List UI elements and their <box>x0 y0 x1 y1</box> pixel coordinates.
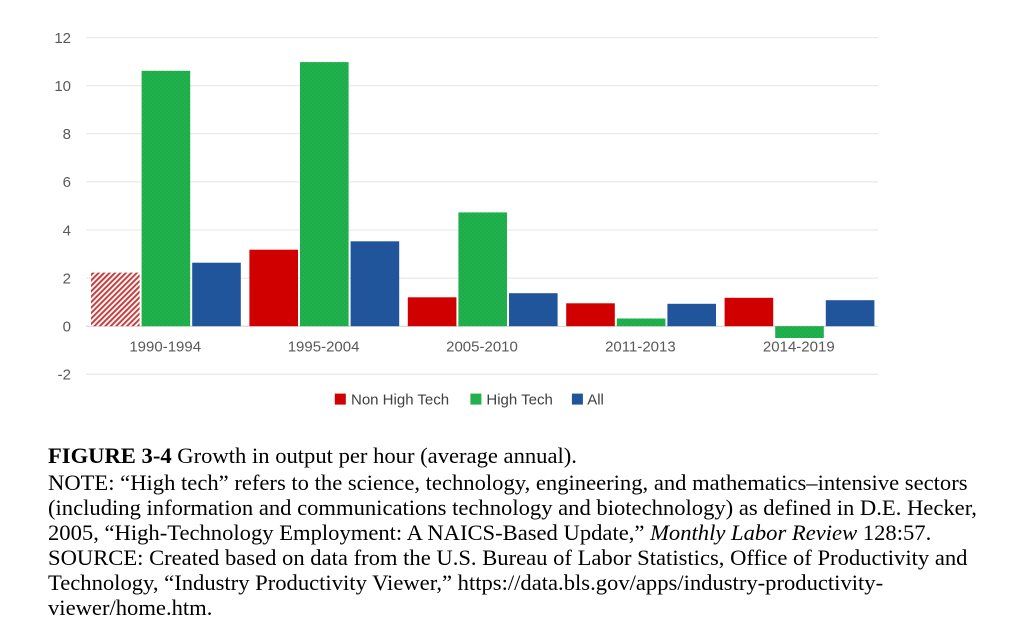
svg-text:All: All <box>587 391 604 408</box>
svg-text:10: 10 <box>54 78 71 95</box>
svg-text:4: 4 <box>63 222 71 239</box>
svg-text:0: 0 <box>63 319 71 336</box>
svg-text:2014-2019: 2014-2019 <box>763 338 835 355</box>
svg-text:High Tech: High Tech <box>486 391 552 408</box>
svg-text:Non High Tech: Non High Tech <box>351 391 449 408</box>
svg-text:12: 12 <box>54 30 71 47</box>
svg-text:6: 6 <box>63 174 71 191</box>
svg-text:2005-2010: 2005-2010 <box>446 338 518 355</box>
svg-text:2: 2 <box>63 270 71 287</box>
svg-text:2011-2013: 2011-2013 <box>605 338 676 355</box>
svg-text:1990-1994: 1990-1994 <box>129 338 201 355</box>
svg-text:-2: -2 <box>58 367 71 384</box>
svg-text:1995-2004: 1995-2004 <box>288 338 360 355</box>
svg-text:8: 8 <box>63 126 71 143</box>
